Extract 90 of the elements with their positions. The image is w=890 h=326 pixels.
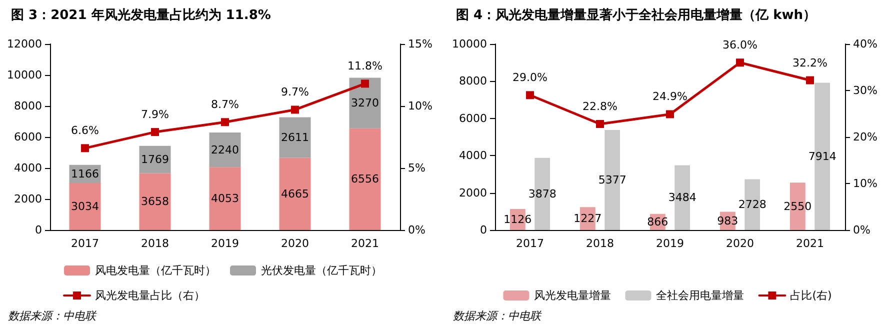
y-tick-label: 12000 — [7, 38, 42, 50]
data-label: 4053 — [211, 192, 239, 206]
y-tick-label: 6000 — [459, 112, 487, 125]
data-label: 1769 — [141, 153, 169, 166]
y-tick-label: 8000 — [14, 100, 42, 112]
bar — [139, 173, 171, 230]
data-label: 3270 — [351, 96, 379, 110]
bar — [279, 117, 311, 158]
data-label: 6556 — [351, 172, 379, 186]
y2-tick-label: 40% — [853, 38, 878, 50]
point — [291, 106, 299, 114]
x-tick-label: 2017 — [516, 237, 544, 250]
y-tick-label: 2000 — [459, 186, 487, 200]
x-tick-label: 2021 — [796, 237, 824, 250]
chart-title: 图 3：2021 年风光发电量占比约为 11.8% — [11, 8, 271, 23]
chart-title: 图 4：风光发电量增量显著小于全社会用电量增量（亿 kwh） — [456, 7, 816, 23]
data-label: 1166 — [71, 167, 99, 180]
x-tick-label: 2019 — [656, 237, 684, 250]
source-note: 数据来源：中电联 — [8, 310, 97, 322]
data-label: 5377 — [598, 173, 626, 186]
y2-tick-label: 5% — [408, 162, 426, 174]
y-tick-label: 0 — [35, 224, 42, 236]
x-tick-label: 2021 — [351, 237, 379, 250]
legend-label: 风光发电量增量 — [534, 289, 612, 302]
data-label: 983 — [717, 214, 738, 228]
data-label: 32.2% — [792, 56, 828, 70]
y2-tick-label: 10% — [853, 177, 878, 190]
data-label: 3484 — [668, 191, 696, 204]
bar — [349, 128, 381, 230]
point — [666, 110, 674, 118]
data-label: 1227 — [574, 212, 602, 226]
point — [81, 144, 89, 152]
data-label: 8.7% — [211, 98, 239, 112]
x-tick-label: 2018 — [586, 237, 614, 250]
legend-label: 风光发电量占比（右） — [95, 289, 205, 302]
point — [736, 58, 744, 67]
y2-tick-label: 20% — [853, 130, 878, 144]
bar — [209, 132, 241, 168]
data-label: 22.8% — [582, 100, 618, 113]
y-tick-label: 0 — [480, 224, 487, 236]
bar — [209, 167, 241, 230]
y-tick-label: 10000 — [7, 68, 42, 82]
y-tick-label: 2000 — [14, 192, 42, 206]
data-label: 2611 — [281, 130, 309, 144]
point — [596, 120, 604, 128]
data-label: 3658 — [141, 195, 169, 208]
y2-tick-label: 30% — [853, 84, 878, 97]
data-label: 29.0% — [512, 71, 548, 84]
point — [806, 76, 814, 84]
data-label: 3878 — [528, 187, 556, 200]
point — [221, 118, 229, 126]
data-label: 36.0% — [722, 38, 758, 52]
data-label: 6.6% — [71, 124, 99, 138]
point — [361, 80, 369, 88]
x-tick-label: 2020 — [281, 237, 309, 250]
legend-label: 占比(右) — [790, 289, 832, 302]
y-tick-label: 4000 — [459, 149, 487, 162]
point — [151, 128, 159, 136]
bar — [279, 158, 311, 230]
data-label: 11.8% — [348, 60, 382, 73]
point — [526, 91, 534, 100]
data-label: 4665 — [281, 187, 309, 200]
legend-label: 全社会用电量增量 — [656, 289, 744, 302]
x-tick-label: 2018 — [141, 237, 169, 250]
data-label: 7.9% — [141, 108, 169, 122]
legend-label: 风电发电量（亿千瓦时） — [95, 264, 216, 277]
data-label: 866 — [647, 215, 668, 228]
y-tick-label: 10000 — [452, 38, 487, 50]
y-tick-label: 4000 — [14, 162, 42, 174]
x-tick-label: 2017 — [71, 237, 99, 250]
source-note: 数据来源：中电联 — [453, 310, 542, 322]
x-tick-label: 2020 — [726, 237, 754, 250]
legend-label: 光伏发电量（亿千瓦时） — [261, 264, 382, 277]
bar — [349, 78, 381, 128]
data-label: 2240 — [211, 143, 239, 156]
data-label: 9.7% — [281, 86, 309, 99]
y-tick-label: 8000 — [459, 74, 487, 88]
data-label: 2728 — [738, 198, 766, 212]
y2-tick-label: 15% — [408, 38, 432, 50]
bar — [69, 182, 101, 230]
data-label: 7914 — [808, 150, 836, 163]
y2-tick-label: 10% — [408, 100, 432, 112]
data-label: 24.9% — [652, 90, 688, 104]
data-label: 3034 — [71, 200, 99, 213]
y2-tick-label: 0% — [408, 224, 426, 236]
data-label: 1126 — [504, 213, 532, 226]
y-tick-label: 6000 — [14, 130, 42, 144]
y2-tick-label: 0% — [853, 224, 870, 236]
data-label: 2550 — [784, 200, 812, 213]
x-tick-label: 2019 — [211, 237, 239, 250]
